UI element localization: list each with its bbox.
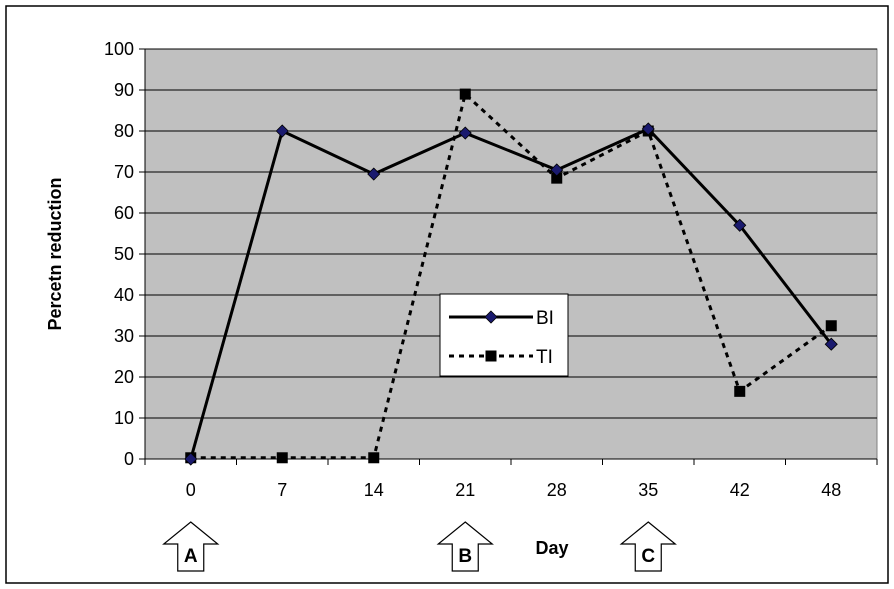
x-tick-label: 21 <box>455 480 475 500</box>
y-tick-labels: 0 10 20 30 40 50 60 70 80 90 100 <box>104 39 134 469</box>
legend-marker-ti <box>485 350 497 362</box>
x-tick-label: 35 <box>638 480 658 500</box>
y-tick-label: 50 <box>114 244 134 264</box>
ti-point <box>368 452 380 464</box>
up-arrow-icon <box>162 521 220 572</box>
annotation-c: C <box>619 521 677 572</box>
x-tick-label: 14 <box>364 480 384 500</box>
bi-point <box>824 337 838 351</box>
y-tick-label: 10 <box>114 408 134 428</box>
ti-point <box>825 320 837 332</box>
annotation-a: A <box>162 521 220 572</box>
bi-point <box>184 452 198 466</box>
axes <box>139 48 878 465</box>
up-arrow-icon <box>619 521 677 572</box>
series-layer <box>184 88 838 466</box>
legend-box <box>439 293 569 377</box>
up-arrow-icon <box>436 521 494 572</box>
y-tick-label: 20 <box>114 367 134 387</box>
legend-label-bi: BI <box>536 308 554 329</box>
y-tick-label: 100 <box>104 39 134 59</box>
annotation-b: B <box>436 521 494 572</box>
x-tick-labels: 0 7 14 21 28 35 42 48 <box>186 480 842 500</box>
bi-point <box>733 218 747 232</box>
y-tick-label: 60 <box>114 203 134 223</box>
bi-point <box>275 124 289 138</box>
x-tick-label: 7 <box>277 480 287 500</box>
x-tick-label: 42 <box>730 480 750 500</box>
y-axis-title: Percetn reduction <box>45 177 65 330</box>
y-tick-label: 90 <box>114 80 134 100</box>
legend: BI TI <box>439 293 569 377</box>
x-tick-label: 28 <box>547 480 567 500</box>
x-axis-title: Day <box>535 538 568 558</box>
bi-point <box>641 122 655 136</box>
y-tick-label: 70 <box>114 162 134 182</box>
annotation-arrows: A B C <box>162 521 677 572</box>
bi-point <box>367 167 381 181</box>
legend-marker-bi <box>484 310 498 324</box>
bi-point <box>458 126 472 140</box>
ti-point <box>459 88 471 100</box>
x-tick-label: 0 <box>186 480 196 500</box>
legend-label-ti: TI <box>536 347 553 368</box>
ti-point <box>551 172 563 184</box>
y-tick-label: 40 <box>114 285 134 305</box>
annotation-label: B <box>458 546 472 567</box>
series-line-bi <box>189 127 833 460</box>
ti-point <box>276 452 288 464</box>
annotation-label: C <box>641 546 655 567</box>
x-tick-label: 48 <box>821 480 841 500</box>
series-line-ti <box>190 91 833 460</box>
ti-point <box>734 385 746 397</box>
y-tick-label: 0 <box>124 449 134 469</box>
bi-point <box>550 163 564 177</box>
annotation-label: A <box>184 546 198 567</box>
y-tick-label: 80 <box>114 121 134 141</box>
y-tick-label: 30 <box>114 326 134 346</box>
